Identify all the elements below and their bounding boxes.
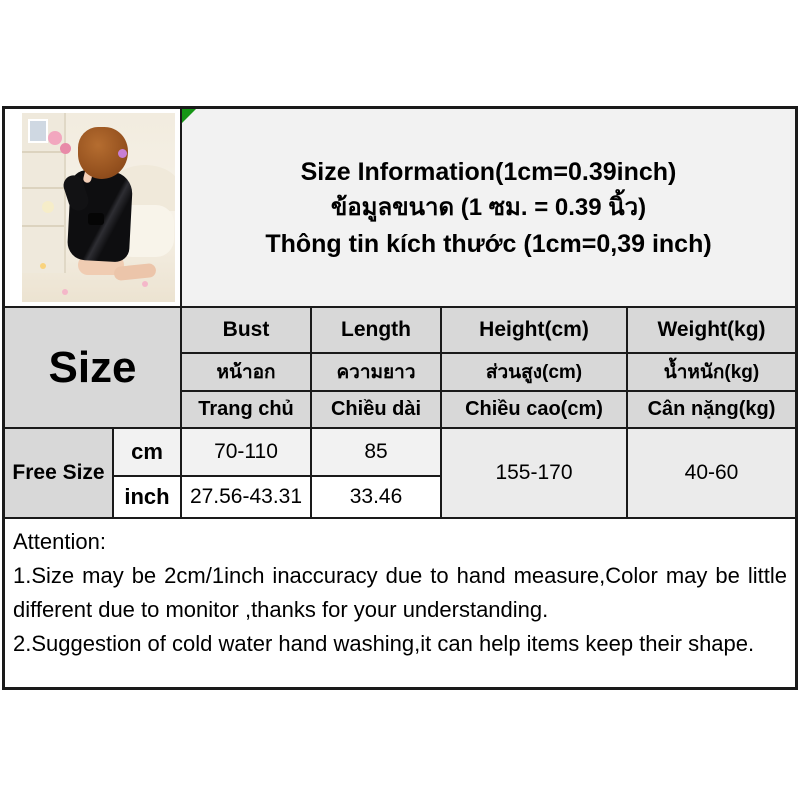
title-thai: ข้อมูลขนาด (1 ซม. = 0.39 นิ้ว) [330, 193, 647, 221]
photo-petal [40, 263, 46, 269]
size-info-table: Size Information(1cm=0.39inch) ข้อมูลขนา… [3, 107, 797, 689]
value-length-cm: 85 [312, 429, 440, 475]
value-weight: 40-60 [628, 429, 795, 517]
value-height: 155-170 [442, 429, 626, 517]
header-height-vi: Chiều cao(cm) [442, 392, 626, 427]
value-bust-inch: 27.56-43.31 [182, 477, 310, 517]
photo-picture-frame [28, 119, 48, 143]
photo-petal [62, 289, 68, 295]
header-length-th: ความยาว [312, 354, 440, 390]
photo-flowers [60, 143, 71, 154]
unit-cm: cm [114, 429, 180, 475]
attention-heading: Attention: [13, 529, 106, 554]
row-label-free-size: Free Size [5, 429, 112, 517]
header-height-th: ส่วนสูง(cm) [442, 354, 626, 390]
attention-note: Attention: 1.Size may be 2cm/1inch inacc… [5, 519, 795, 687]
title-cell: Size Information(1cm=0.39inch) ข้อมูลขนา… [182, 109, 795, 306]
header-weight-en: Weight(kg) [628, 308, 795, 352]
header-weight-th: น้ำหนัก(kg) [628, 354, 795, 390]
header-bust-vi: Trang chủ [182, 392, 310, 427]
header-length-vi: Chiều dài [312, 392, 440, 427]
photo-flowers [42, 201, 54, 213]
product-photo-cell [5, 109, 180, 306]
unit-inch: inch [114, 477, 180, 517]
header-height-en: Height(cm) [442, 308, 626, 352]
photo-hair-flower [118, 149, 127, 158]
photo-robe-belt [88, 213, 104, 225]
header-bust-en: Bust [182, 308, 310, 352]
product-photo [22, 113, 175, 302]
size-corner-label: Size [5, 308, 180, 427]
photo-flowers [48, 131, 62, 145]
title-english: Size Information(1cm=0.39inch) [300, 157, 677, 186]
header-bust-th: หน้าอก [182, 354, 310, 390]
attention-item-2: 2.Suggestion of cold water hand washing,… [13, 631, 755, 656]
title-vietnamese: Thông tin kích thước (1cm=0,39 inch) [265, 229, 712, 258]
value-length-inch: 33.46 [312, 477, 440, 517]
cell-corner-marker-icon [182, 109, 196, 123]
header-length-en: Length [312, 308, 440, 352]
photo-petal [142, 281, 148, 287]
header-weight-vi: Cân nặng(kg) [628, 392, 795, 427]
attention-item-1: 1.Size may be 2cm/1inch inaccuracy due t… [13, 563, 787, 622]
photo-model-feet [113, 262, 157, 282]
value-bust-cm: 70-110 [182, 429, 310, 475]
